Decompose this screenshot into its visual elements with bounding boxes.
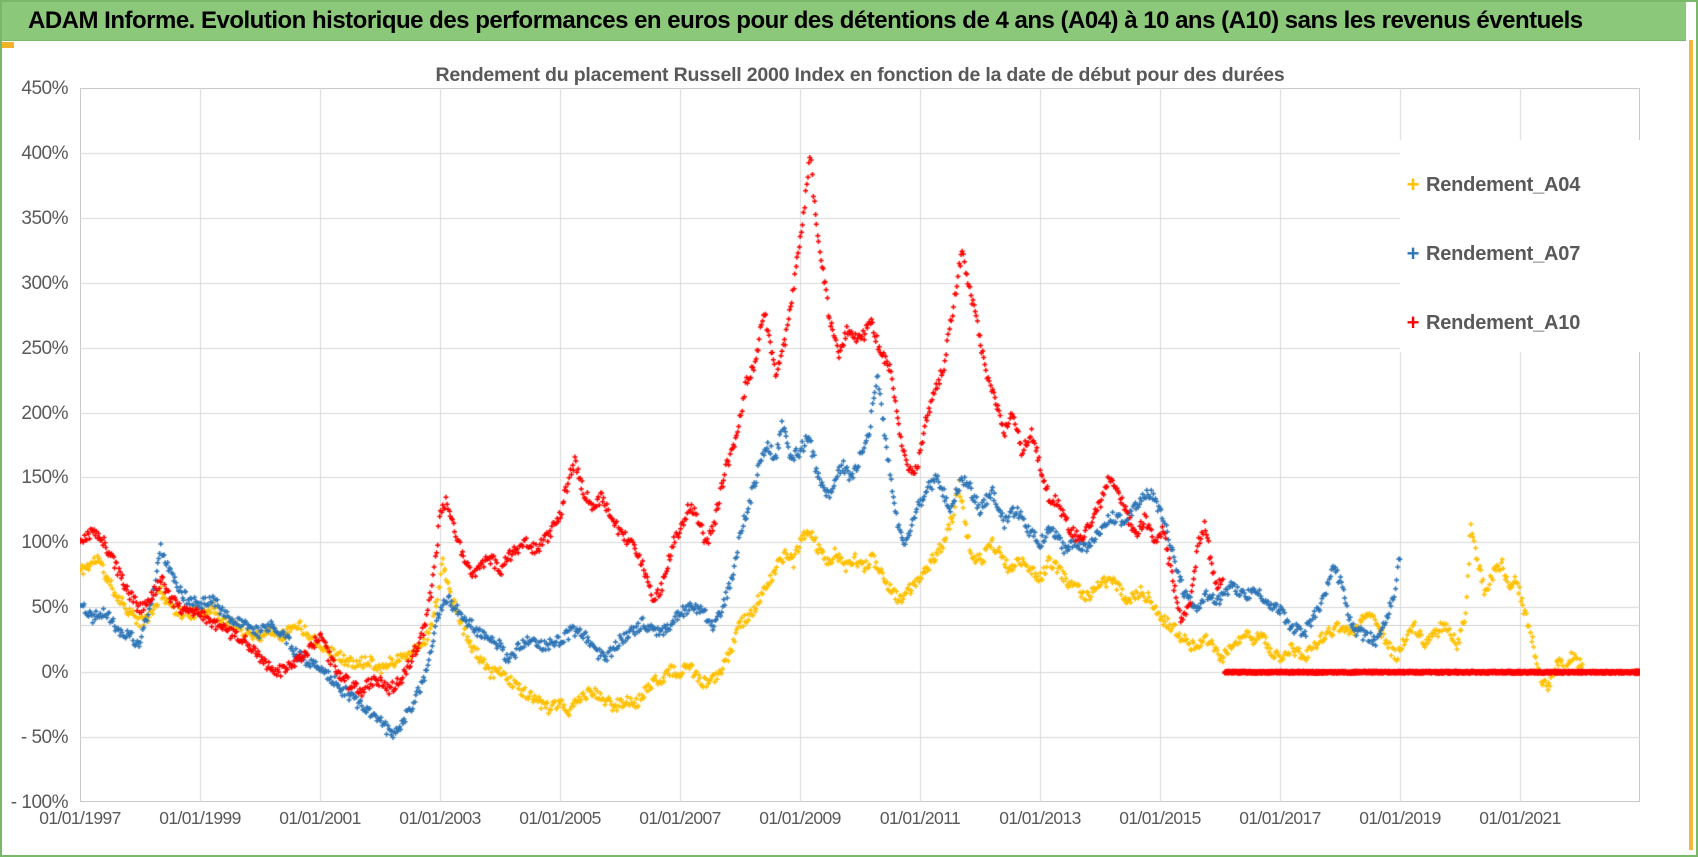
y-tick-label: 150% xyxy=(21,467,68,489)
legend: + Rendement_A04 + Rendement_A07 + Rendement_A… xyxy=(1400,140,1642,352)
y-tick-label: 250% xyxy=(21,337,68,359)
x-tick-label: 01/01/2001 xyxy=(279,808,361,828)
legend-marker-icon: + xyxy=(1406,241,1420,266)
y-tick-label: - 50% xyxy=(20,727,69,749)
y-tick-label: 0% xyxy=(41,662,69,684)
x-tick-label: 01/01/2021 xyxy=(1479,808,1561,828)
legend-item-rendement_a07[interactable]: + Rendement_A07 xyxy=(1400,237,1642,271)
legend-label: Rendement_A04 xyxy=(1426,173,1581,196)
legend-item-rendement_a04[interactable]: + Rendement_A04 xyxy=(1400,168,1642,202)
y-tick-label: 350% xyxy=(21,207,68,229)
chart-title-line1: Rendement du placement Russell 2000 Inde… xyxy=(435,64,1285,86)
y-tick-label: - 100% xyxy=(10,792,69,813)
x-tick-label: 01/01/2003 xyxy=(399,808,481,828)
x-tick-label: 01/01/2011 xyxy=(879,808,961,828)
page-title: ADAM Informe. Evolution historique des p… xyxy=(28,7,1583,34)
y-tick-label: 300% xyxy=(21,272,68,294)
x-tick-label: 01/01/2019 xyxy=(1359,808,1441,828)
legend-label: Rendement_A10 xyxy=(1426,311,1581,334)
x-tick-label: 01/01/2009 xyxy=(759,808,841,828)
legend-item-rendement_a10[interactable]: + Rendement_A10 xyxy=(1400,306,1642,340)
legend-marker-icon: + xyxy=(1406,172,1420,197)
x-tick-label: 01/01/2017 xyxy=(1239,808,1321,828)
y-tick-label: 100% xyxy=(21,532,68,554)
x-tick-label: 01/01/2015 xyxy=(1119,808,1201,828)
y-tick-label: 200% xyxy=(21,402,68,424)
y-tick-label: 400% xyxy=(21,142,68,164)
y-tick-label: 50% xyxy=(31,597,68,619)
x-tick-label: 01/01/2013 xyxy=(999,808,1081,828)
x-tick-label: 01/01/1999 xyxy=(159,808,241,828)
selection-border-icon xyxy=(1689,40,1693,850)
title-banner: ADAM Informe. Evolution historique des p… xyxy=(2,2,1686,41)
legend-marker-icon: + xyxy=(1406,310,1420,335)
legend-label: Rendement_A07 xyxy=(1426,242,1581,265)
x-tick-label: 01/01/2005 xyxy=(519,808,601,828)
x-tick-label: 01/01/1997 xyxy=(39,808,121,828)
selection-accent-icon xyxy=(2,42,14,48)
scatter-canvas xyxy=(80,88,1640,802)
x-tick-label: 01/01/2007 xyxy=(639,808,721,828)
y-tick-label: 450% xyxy=(21,78,68,99)
